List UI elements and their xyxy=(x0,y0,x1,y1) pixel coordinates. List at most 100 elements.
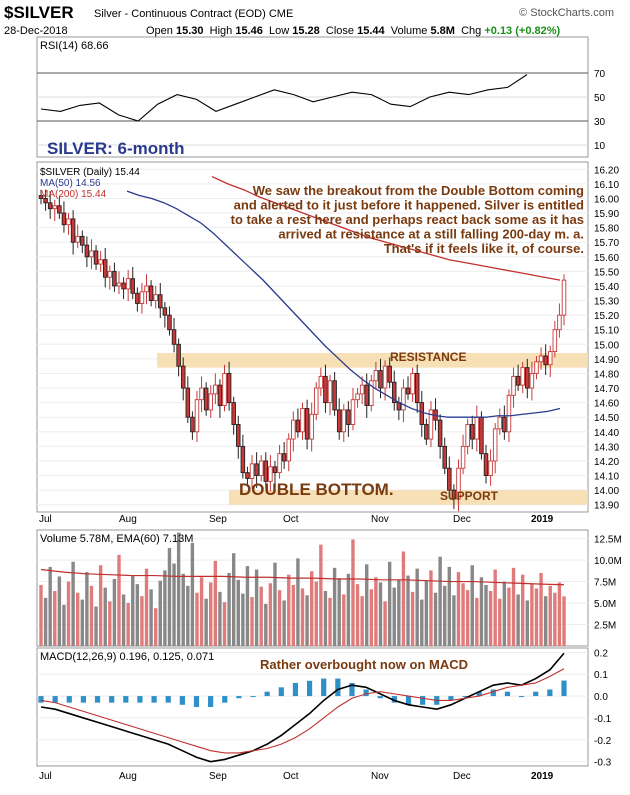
volume-bar xyxy=(543,596,548,646)
macd-histogram-bar xyxy=(533,691,539,697)
price-tick-label: 15.90 xyxy=(594,209,619,220)
macd-histogram-bar xyxy=(236,696,242,699)
price-tick-label: 15.20 xyxy=(594,311,619,322)
candle xyxy=(378,370,383,389)
chart-title: SILVER: 6-month xyxy=(47,139,185,158)
candle xyxy=(332,380,337,411)
candle xyxy=(304,408,310,440)
macd-x-tick-label: Oct xyxy=(283,771,299,782)
volume-bar xyxy=(420,599,424,646)
candle xyxy=(552,329,558,353)
volume-bar xyxy=(218,591,222,646)
candle xyxy=(162,307,168,316)
close-label: Close xyxy=(325,25,355,37)
volume-bar xyxy=(167,548,172,646)
legend-ma50: MA(50) 14.56 xyxy=(40,178,101,189)
candle xyxy=(410,373,415,395)
macd-histogram-bar xyxy=(321,678,327,697)
macd-x-tick-label: Dec xyxy=(453,771,471,782)
candle xyxy=(291,419,296,440)
candle xyxy=(130,278,136,294)
candle xyxy=(437,419,443,447)
volume-bar xyxy=(365,564,369,646)
macd-histogram-bar xyxy=(179,696,185,705)
macd-tick-label: 0.1 xyxy=(594,670,608,681)
candle xyxy=(465,424,470,447)
volume-bar xyxy=(521,574,525,646)
candle xyxy=(534,361,539,374)
candle xyxy=(336,409,342,433)
macd-signal-line xyxy=(40,668,565,754)
macd-histogram-bar xyxy=(504,691,511,697)
candle xyxy=(80,235,85,246)
candle xyxy=(387,365,392,383)
volume-bar xyxy=(332,567,337,646)
candle xyxy=(272,466,278,474)
macd-x-tick-label: Jul xyxy=(39,771,52,782)
candle xyxy=(89,250,94,258)
candle xyxy=(502,416,507,433)
volume-bar xyxy=(131,575,135,646)
volume-bar xyxy=(369,589,374,646)
volume-bar xyxy=(209,582,213,646)
candle xyxy=(424,424,429,440)
volume-bar xyxy=(498,598,502,646)
price-tick-label: 14.80 xyxy=(594,369,619,380)
volume-bar xyxy=(57,576,62,646)
macd-histogram-bar xyxy=(391,696,397,703)
description: Silver - Continuous Contract (EOD) CME xyxy=(94,8,293,20)
candle xyxy=(442,445,447,469)
candle xyxy=(525,367,530,389)
volume-bar xyxy=(195,592,199,646)
site-credit[interactable]: © StockCharts.com xyxy=(519,7,614,19)
candle xyxy=(359,384,365,395)
price-tick-label: 14.40 xyxy=(594,428,619,439)
macd-histogram-bar xyxy=(349,682,355,697)
candle xyxy=(492,428,498,462)
volume-bar xyxy=(360,596,364,646)
volume-bar xyxy=(98,565,103,646)
macd-panel xyxy=(36,647,589,767)
price-tick-label: 14.70 xyxy=(594,384,619,395)
macd-x-tick-label: Sep xyxy=(209,771,227,782)
candle xyxy=(392,381,397,404)
volume-bar xyxy=(149,589,153,646)
volume-bar xyxy=(236,579,240,646)
volume-bar xyxy=(76,592,80,646)
candle xyxy=(547,351,553,366)
price-x-tick-label: Jul xyxy=(39,514,52,525)
volume-bar xyxy=(475,597,479,646)
volume-bar xyxy=(94,606,98,646)
candle xyxy=(102,259,108,278)
volume-bar xyxy=(534,588,539,646)
volume-bar xyxy=(452,595,456,646)
high-value: 15.46 xyxy=(235,25,263,37)
volume-bar xyxy=(539,572,543,646)
volume-bar xyxy=(346,573,351,646)
candle xyxy=(226,373,232,404)
candle xyxy=(341,409,347,433)
candle xyxy=(213,384,218,395)
candle xyxy=(469,424,475,440)
volume-bar xyxy=(213,560,218,646)
volume-bar xyxy=(231,553,236,646)
rsi-tick-label: 50 xyxy=(594,93,606,104)
macd-tick-label: -0.3 xyxy=(594,758,612,769)
volume-bar xyxy=(190,542,195,646)
candle xyxy=(479,416,484,455)
candle xyxy=(520,367,525,386)
candle xyxy=(194,399,200,433)
candle xyxy=(529,373,535,389)
candle xyxy=(180,365,186,389)
volume-bar xyxy=(163,570,167,646)
volume-bar xyxy=(530,584,534,646)
double-bottom-label: DOUBLE BOTTOM. xyxy=(239,480,394,499)
volume-label: Volume 5.78M, EMA(60) 7.13M xyxy=(40,533,193,545)
volume-bar xyxy=(548,585,552,646)
ohlc-readout: Open 15.30 High 15.46 Low 15.28 Close 15… xyxy=(146,25,560,37)
macd-histogram-bar xyxy=(377,696,383,699)
volume-bar xyxy=(153,608,158,646)
candle xyxy=(144,285,149,293)
candle xyxy=(428,409,434,440)
volume-bar xyxy=(305,595,309,646)
